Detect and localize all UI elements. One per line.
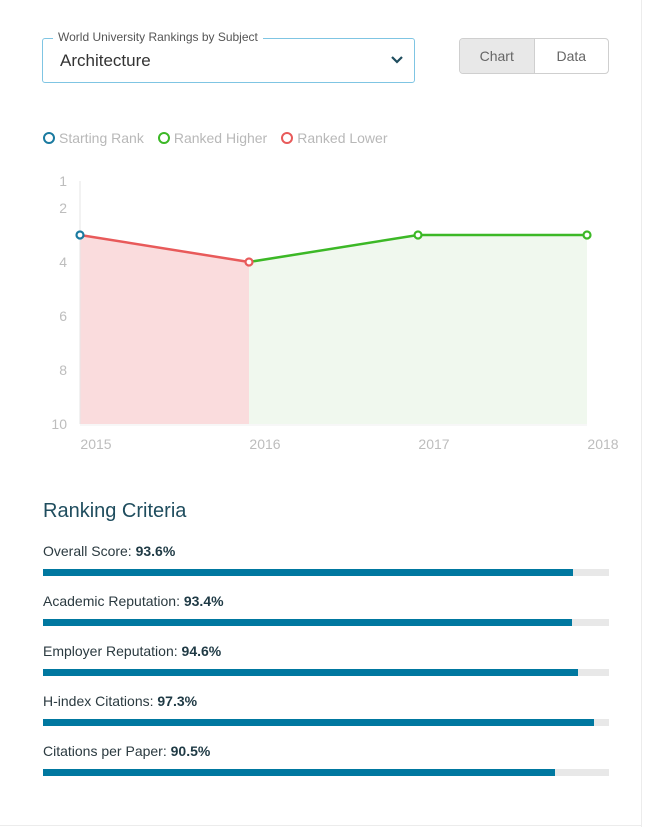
y-tick-label: 8	[59, 362, 67, 378]
frame-border-bottom	[0, 825, 642, 826]
y-tick-label: 6	[59, 308, 67, 324]
legend-label: Starting Rank	[59, 130, 144, 146]
criteria-label: Citations per Paper: 90.5%	[43, 743, 609, 759]
criteria-name: Citations per Paper:	[43, 743, 167, 759]
subject-select-value: Architecture	[60, 51, 151, 70]
criteria-name: Employer Reputation:	[43, 643, 178, 659]
area-segment-same	[418, 235, 587, 424]
area-segment-lower	[80, 235, 249, 424]
y-tick-label: 4	[59, 254, 67, 270]
data-point	[413, 230, 423, 240]
criteria-label: H-index Citations: 97.3%	[43, 693, 609, 709]
x-tick-label: 2017	[418, 436, 449, 452]
data-point	[244, 257, 254, 267]
criteria-item: Academic Reputation: 93.4%	[43, 593, 609, 626]
criteria-bar-fill	[43, 569, 573, 576]
x-tick-label: 2015	[80, 436, 111, 452]
criteria-name: Academic Reputation:	[43, 593, 180, 609]
subject-select[interactable]: World University Rankings by Subject Arc…	[42, 30, 415, 83]
criteria-item: H-index Citations: 97.3%	[43, 693, 609, 726]
criteria-value: 97.3%	[157, 693, 198, 709]
criteria-value: 94.6%	[181, 643, 222, 659]
legend-label: Ranked Lower	[297, 130, 388, 146]
circle-icon	[43, 132, 55, 144]
criteria-bar-fill	[43, 769, 556, 776]
circle-icon	[281, 132, 294, 144]
chevron-down-icon	[391, 56, 403, 64]
criteria-name: Overall Score:	[43, 543, 132, 559]
legend-item-starting-rank[interactable]: Starting Rank	[43, 130, 144, 146]
x-tick-label: 2016	[249, 436, 280, 452]
line-segment-higher	[248, 233, 419, 264]
criteria-value: 90.5%	[170, 743, 211, 759]
y-tick-label: 1	[59, 173, 67, 189]
criteria-item: Employer Reputation: 94.6%	[43, 643, 609, 676]
criteria-value: 93.4%	[183, 593, 224, 609]
legend-item-ranked-higher[interactable]: Ranked Higher	[157, 130, 268, 146]
criteria-label: Overall Score: 93.6%	[43, 543, 609, 559]
criteria-name: H-index Citations:	[43, 693, 154, 709]
criteria-item: Overall Score: 93.6%	[43, 543, 609, 576]
y-tick-label: 2	[59, 200, 67, 216]
criteria-bar-fill	[43, 619, 572, 626]
criteria-label: Academic Reputation: 93.4%	[43, 593, 609, 609]
frame-border-right	[641, 0, 642, 827]
criteria-item: Citations per Paper: 90.5%	[43, 743, 609, 776]
subject-select-label: World University Rankings by Subject	[53, 30, 263, 44]
criteria-bar-track	[43, 669, 609, 676]
rank-chart: 1 2 4 6 8 10 2015 2016 2017 2018	[51, 173, 618, 452]
criteria-bar-track	[43, 569, 609, 576]
data-view-button[interactable]: Data	[556, 48, 587, 64]
criteria-value: 93.6%	[135, 543, 176, 559]
legend-label: Ranked Higher	[173, 130, 268, 146]
criteria-bar-track	[43, 719, 609, 726]
ranking-criteria-title: Ranking Criteria	[43, 500, 187, 522]
data-point	[75, 230, 85, 240]
criteria-bar-fill	[43, 669, 579, 676]
y-tick-label: 10	[51, 416, 67, 432]
legend-item-ranked-lower[interactable]: Ranked Lower	[281, 130, 388, 146]
criteria-bar-fill	[43, 719, 594, 726]
data-point	[582, 230, 592, 240]
criteria-bar-track	[43, 619, 609, 626]
x-tick-label: 2018	[587, 436, 618, 452]
circle-icon	[157, 132, 170, 144]
criteria-bar-track	[43, 769, 609, 776]
criteria-label: Employer Reputation: 94.6%	[43, 643, 609, 659]
view-toggle: Chart Data	[459, 38, 609, 74]
chart-view-button[interactable]: Chart	[460, 39, 535, 73]
line-segment-lower	[79, 233, 250, 264]
chart-legend: Starting Rank Ranked Higher Ranked Lower	[43, 130, 388, 146]
area-segment-higher	[249, 235, 418, 424]
